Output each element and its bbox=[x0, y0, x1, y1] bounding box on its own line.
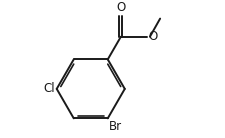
Text: Cl: Cl bbox=[44, 82, 55, 95]
Text: O: O bbox=[116, 1, 125, 14]
Text: Br: Br bbox=[109, 120, 122, 133]
Text: O: O bbox=[147, 30, 157, 43]
